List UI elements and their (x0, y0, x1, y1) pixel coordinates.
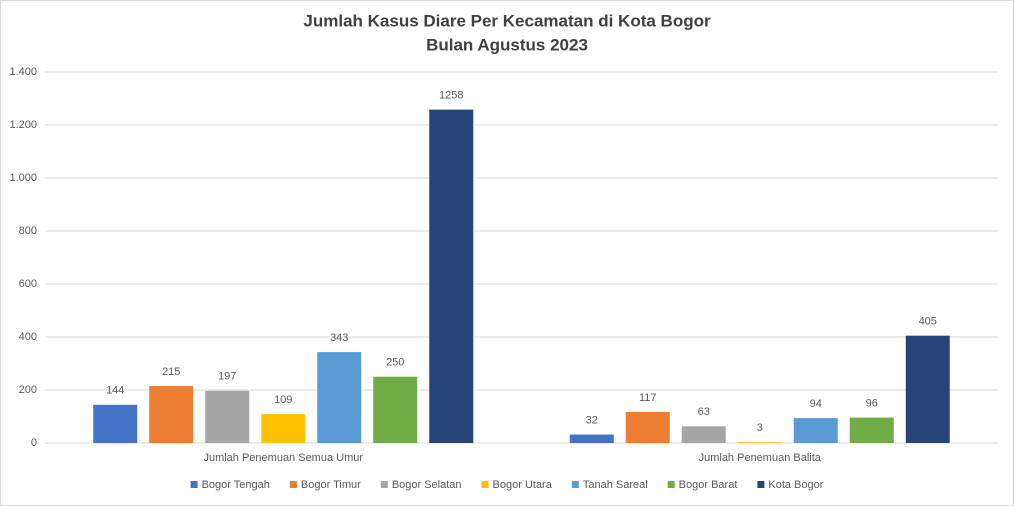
data-label: 215 (162, 366, 180, 378)
legend-label: Bogor Tengah (202, 479, 270, 491)
bar (625, 411, 670, 443)
legend-label: Kota Bogor (768, 479, 823, 491)
legend-swatch (481, 481, 489, 488)
bar (261, 414, 306, 443)
bar (149, 386, 194, 443)
data-label: 117 (639, 392, 657, 404)
legend-swatch (289, 481, 297, 488)
y-tick-label: 1.000 (9, 172, 37, 184)
bar (849, 417, 894, 443)
y-tick-label: 200 (19, 384, 37, 396)
data-label: 94 (810, 398, 822, 410)
chart-title: Jumlah Kasus Diare Per Kecamatan di Kota… (303, 11, 711, 30)
data-label: 96 (866, 397, 878, 409)
legend-label: Tanah Sareal (583, 479, 648, 491)
legend-label: Bogor Selatan (392, 479, 462, 491)
data-label: 197 (218, 371, 236, 383)
bar (681, 426, 726, 443)
legend-label: Bogor Timur (301, 479, 361, 491)
bar (905, 335, 950, 443)
chart-subtitle: Bulan Agustus 2023 (426, 35, 588, 54)
legend-swatch (380, 481, 388, 488)
y-tick-label: 600 (19, 278, 37, 290)
data-label: 63 (698, 406, 710, 418)
legend-swatch (571, 481, 579, 488)
legend-swatch (190, 481, 198, 488)
data-label: 343 (330, 332, 348, 344)
bar (737, 442, 782, 443)
legend-label: Bogor Barat (679, 479, 738, 491)
data-label: 405 (919, 316, 937, 328)
bar (429, 109, 474, 443)
bar (373, 376, 418, 443)
data-label: 32 (586, 414, 598, 426)
legend-label: Bogor Utara (493, 479, 553, 491)
bar (569, 434, 614, 443)
y-tick-label: 800 (19, 225, 37, 237)
y-tick-label: 1.400 (9, 66, 37, 78)
bar (793, 418, 838, 443)
data-label: 109 (274, 394, 292, 406)
y-tick-label: 0 (31, 437, 37, 449)
bar (93, 404, 138, 443)
data-label: 250 (386, 357, 404, 369)
data-label: 3 (757, 422, 763, 434)
x-tick-label: Jumlah Penemuan Balita (699, 452, 822, 464)
legend-swatch (757, 481, 765, 488)
legend-swatch (667, 481, 675, 488)
bar (205, 390, 250, 443)
data-label: 144 (106, 385, 124, 397)
data-label: 1258 (439, 90, 463, 102)
y-tick-label: 1.200 (9, 119, 37, 131)
bar (317, 352, 362, 443)
x-tick-label: Jumlah Penemuan Semua Umur (203, 452, 363, 464)
y-tick-label: 400 (19, 331, 37, 343)
